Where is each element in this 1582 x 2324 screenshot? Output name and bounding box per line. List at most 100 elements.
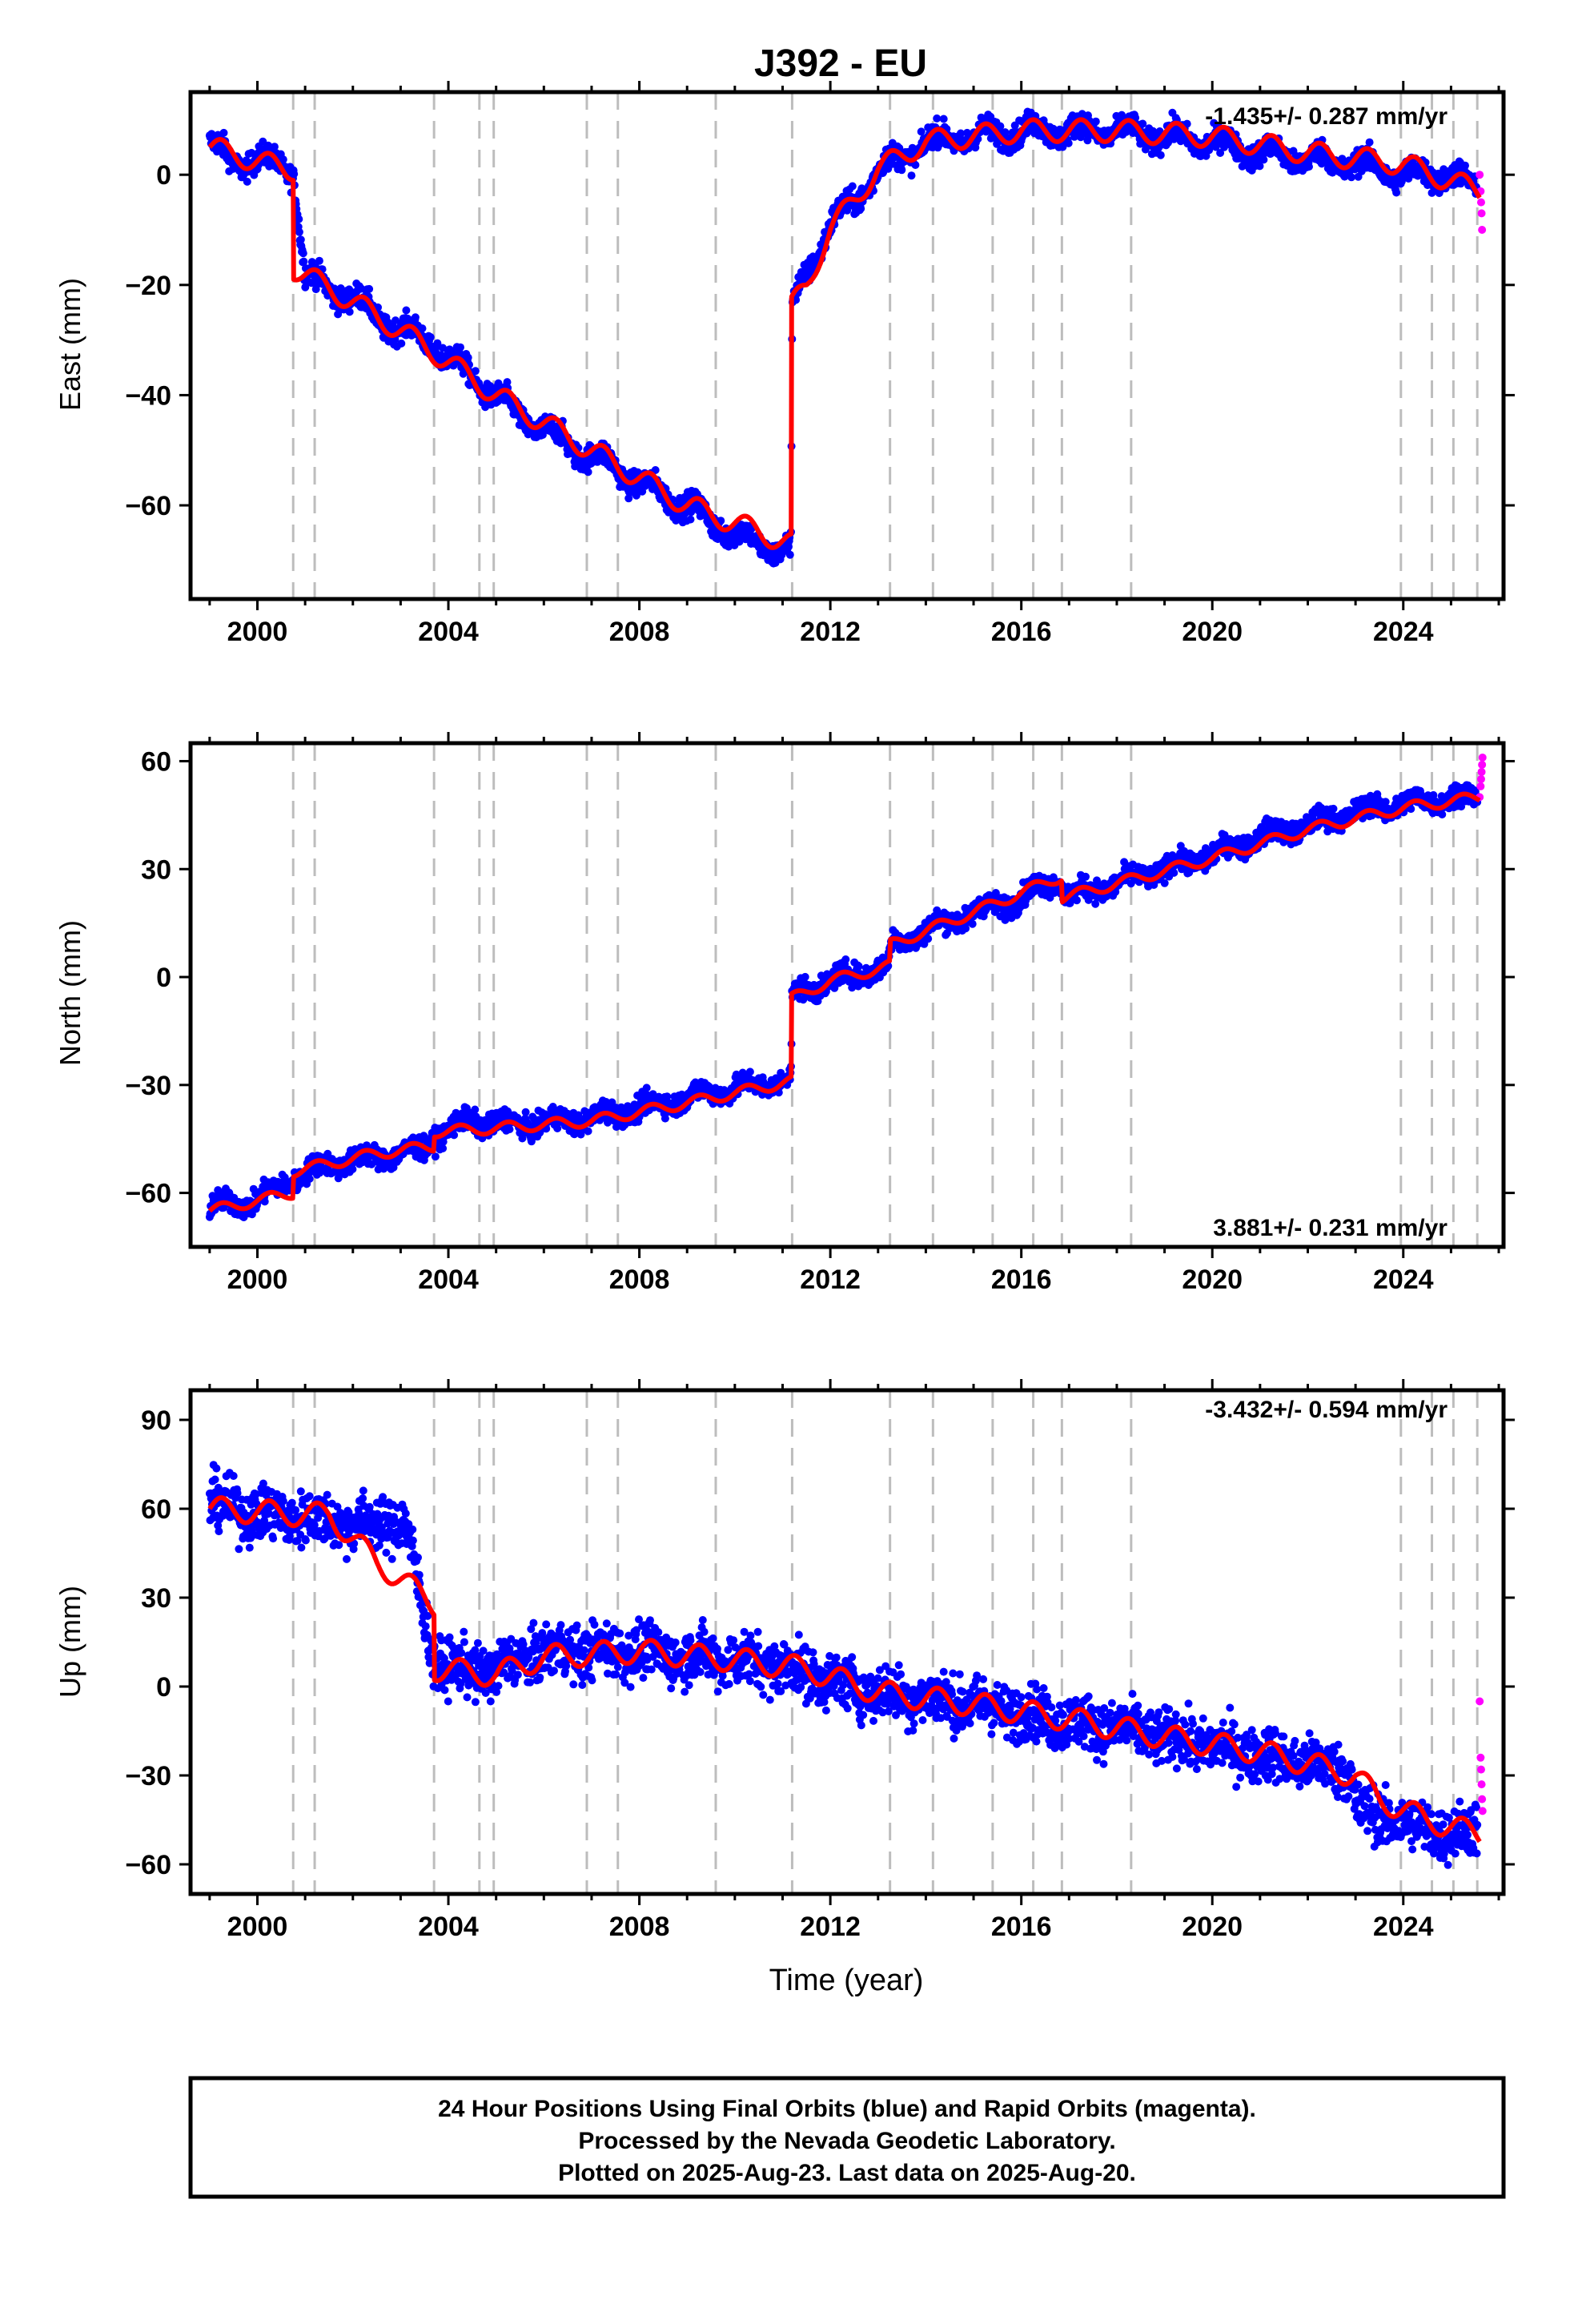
east-data-point bbox=[651, 466, 660, 474]
east-data-point bbox=[624, 494, 633, 503]
east-data-point bbox=[1347, 173, 1355, 182]
east-rapid-point bbox=[1477, 209, 1486, 218]
east-model-fit bbox=[207, 117, 1482, 550]
east-data-point bbox=[433, 339, 442, 348]
north-data-point bbox=[305, 1175, 314, 1183]
north-data-point bbox=[1082, 872, 1090, 881]
footer-frame bbox=[188, 2076, 1506, 2199]
east-data-point bbox=[686, 515, 695, 524]
east-data-point bbox=[315, 256, 323, 265]
north-data-point bbox=[367, 1160, 376, 1168]
east-data-point bbox=[1076, 133, 1085, 142]
east-data-point bbox=[290, 170, 299, 179]
east-rapid-point bbox=[1478, 226, 1487, 235]
footer-box: 24 Hour Positions Using Final Orbits (bl… bbox=[188, 2076, 1506, 2199]
east-data-point bbox=[632, 491, 640, 500]
east-data-point bbox=[464, 353, 472, 362]
east-data-point bbox=[503, 378, 512, 387]
east-data-point bbox=[391, 316, 400, 325]
north-data-point bbox=[841, 955, 850, 963]
east-y-tick-label: −20 bbox=[125, 271, 171, 301]
east-data-point bbox=[456, 343, 464, 352]
north-data-point bbox=[924, 935, 933, 943]
east-data-point bbox=[1392, 188, 1401, 197]
north-data-point bbox=[521, 1108, 530, 1116]
east-rapid-point bbox=[1476, 198, 1485, 207]
east-data-point bbox=[1305, 163, 1313, 171]
east-data-point bbox=[402, 306, 411, 315]
north-data-point bbox=[431, 1152, 440, 1161]
north-data-point bbox=[260, 1197, 269, 1206]
east-frame bbox=[188, 90, 1506, 601]
east-data-point bbox=[295, 227, 303, 236]
east-data-point bbox=[1216, 149, 1225, 157]
footer-line-1: 24 Hour Positions Using Final Orbits (bl… bbox=[438, 2096, 1256, 2122]
east-data-point bbox=[1182, 119, 1191, 128]
east-data-point bbox=[418, 324, 427, 333]
east-y-tick-label: −40 bbox=[125, 380, 171, 411]
east-data-point bbox=[1255, 162, 1264, 171]
east-x-tick-label: 2020 bbox=[1182, 617, 1243, 647]
east-data-point bbox=[1461, 161, 1469, 170]
east-data-point bbox=[219, 128, 228, 137]
east-data-point bbox=[785, 550, 794, 559]
north-data-point bbox=[584, 1127, 592, 1136]
north-data-point bbox=[1170, 868, 1178, 877]
north-data-point bbox=[553, 1124, 562, 1132]
north-data-point bbox=[439, 1144, 448, 1152]
east-data-point bbox=[957, 129, 965, 138]
east-data-point bbox=[1259, 155, 1268, 164]
footer-line-2: Processed by the Nevada Geodetic Laborat… bbox=[578, 2128, 1115, 2154]
east-data-point bbox=[911, 161, 920, 169]
east-data-point bbox=[1164, 139, 1172, 147]
east-data-point bbox=[1091, 117, 1100, 126]
north-data-point bbox=[518, 1134, 527, 1143]
east-data-point bbox=[1156, 151, 1165, 159]
north-data-point bbox=[450, 1131, 459, 1140]
north-data-point bbox=[801, 972, 809, 981]
east-data-point bbox=[397, 339, 406, 348]
footer-line-3: Plotted on 2025-Aug-23. Last data on 202… bbox=[558, 2160, 1136, 2186]
east-data-point bbox=[1064, 139, 1073, 147]
east-data-point bbox=[933, 114, 942, 123]
east-data-point bbox=[279, 155, 287, 164]
east-data-point bbox=[917, 127, 926, 136]
east-data-point bbox=[584, 468, 592, 476]
east-y-tick-label: −60 bbox=[125, 491, 171, 521]
east-x-tick-label: 2012 bbox=[800, 617, 861, 647]
east-data-point bbox=[1138, 119, 1147, 128]
east-data-point bbox=[1404, 175, 1413, 183]
east-data-point bbox=[299, 249, 307, 258]
north-data-point bbox=[1073, 896, 1081, 905]
east-x-tick-label: 2004 bbox=[418, 617, 479, 647]
east-x-tick-label: 2000 bbox=[227, 617, 288, 647]
north-data-point bbox=[471, 1105, 480, 1114]
east-data-point bbox=[426, 333, 435, 341]
east-x-tick-label: 2024 bbox=[1373, 617, 1434, 647]
east-x-tick-label: 2016 bbox=[991, 617, 1052, 647]
north-data-point bbox=[505, 1125, 514, 1134]
east-fit-line bbox=[207, 117, 1482, 550]
north-data-point bbox=[348, 1165, 357, 1173]
east-data-point bbox=[295, 215, 303, 223]
east-data-point bbox=[270, 143, 279, 151]
east-data-point bbox=[345, 308, 354, 316]
east-data-point bbox=[857, 204, 865, 213]
east-data-point bbox=[471, 367, 480, 376]
east-final-orbits bbox=[205, 107, 1482, 568]
north-data-point bbox=[854, 962, 863, 971]
north-data-point bbox=[968, 919, 977, 928]
north-data-point bbox=[661, 1114, 669, 1123]
north-data-point bbox=[745, 1068, 754, 1076]
east-data-point bbox=[411, 313, 420, 322]
east-data-point bbox=[243, 177, 251, 186]
east-data-point bbox=[365, 284, 374, 293]
east-data-point bbox=[897, 166, 906, 175]
east-data-point bbox=[996, 122, 1005, 131]
east-data-point bbox=[1058, 143, 1067, 151]
east-y-tick-label: 0 bbox=[156, 160, 171, 191]
east-data-point bbox=[848, 182, 857, 191]
